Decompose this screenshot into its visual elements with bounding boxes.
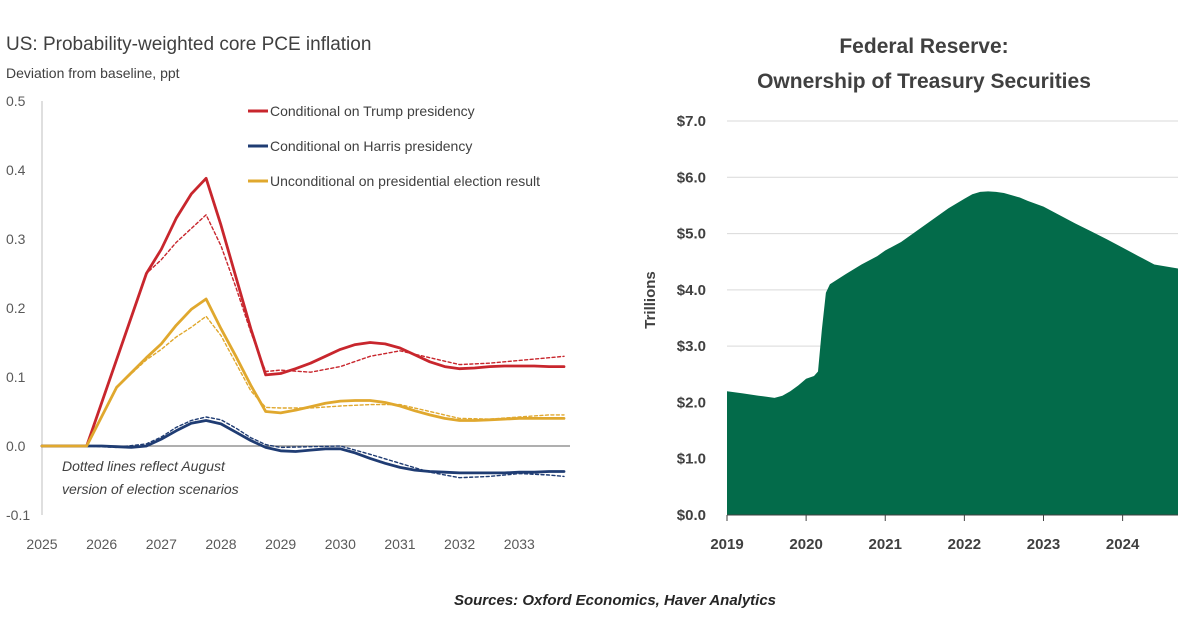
series-line-1 [41,214,565,447]
left-y-tick-label: 0.2 [6,300,26,316]
right-y-tick-label: $6.0 [677,169,706,186]
right-x-axis: 2019 2020 2021 2022 2023 2024 [710,514,1178,553]
right-y-tick-label: $3.0 [677,338,706,355]
legend-label-harris: Conditional on Harris presidency [270,138,472,154]
left-x-tick-label: 2033 [504,536,535,552]
right-x-tick-label: 2020 [789,536,822,553]
left-series-group [40,176,566,479]
right-y-tick-label: $1.0 [677,451,706,468]
right-y-tick-label: $7.0 [677,113,706,130]
series-line-5 [41,315,565,447]
right-y-axis: $7.0 $6.0 $5.0 $4.0 $3.0 $2.0 $1.0 $0.0 [677,113,706,524]
series-line-0 [40,176,566,448]
left-y-tick-label: 0.4 [6,162,26,178]
legend-label-trump: Conditional on Trump presidency [270,103,475,119]
series-line-3 [41,416,565,479]
right-x-tick-label: 2023 [1027,536,1060,553]
left-y-tick-label: 0.3 [6,231,26,247]
right-y-tick-label: $4.0 [677,282,706,299]
right-chart-title-line2: Ownership of Treasury Securities [757,70,1091,93]
right-y-tick-label: $2.0 [677,394,706,411]
left-chart-subtitle: Deviation from baseline, ppt [6,65,180,81]
left-y-tick-label: 0.5 [6,93,26,109]
left-x-tick-label: 2031 [384,536,415,552]
left-y-tick-label: 0.0 [6,438,26,454]
fed-treasury-chart: Federal Reserve: Ownership of Treasury S… [642,35,1178,553]
source-note: Sources: Oxford Economics, Haver Analyti… [454,592,776,609]
series-line-4 [40,297,566,448]
right-y-tick-label: $0.0 [677,507,706,524]
left-y-tick-label: 0.1 [6,369,26,385]
treasury-holdings-area [727,191,1178,515]
right-y-axis-label: Trillions [642,271,659,329]
left-y-tick-label: -0.1 [6,507,30,523]
left-x-tick-label: 2028 [205,536,236,552]
annotation-line-1: Dotted lines reflect August [62,458,226,474]
left-x-axis: 2025 2026 2027 2028 2029 2030 2031 2032 2033 [26,536,535,552]
pce-inflation-chart: US: Probability-weighted core PCE inflat… [6,34,570,552]
left-legend: Conditional on Trump presidency Conditio… [248,103,540,189]
series-line-2 [40,419,566,475]
annotation-line-2: version of election scenarios [62,481,239,497]
right-x-tick-label: 2024 [1106,536,1140,553]
right-chart-title: Federal Reserve: [839,35,1008,58]
left-y-axis: 0.5 0.4 0.3 0.2 0.1 0.0 -0.1 [6,93,30,523]
left-x-tick-label: 2025 [26,536,57,552]
left-x-tick-label: 2029 [265,536,296,552]
left-x-tick-label: 2027 [146,536,177,552]
left-x-tick-label: 2032 [444,536,475,552]
left-chart-title: US: Probability-weighted core PCE inflat… [6,34,371,55]
left-x-tick-label: 2030 [325,536,356,552]
left-x-tick-label: 2026 [86,536,117,552]
right-y-tick-label: $5.0 [677,226,706,243]
right-x-tick-label: 2019 [710,536,743,553]
right-x-tick-label: 2022 [948,536,981,553]
legend-label-unconditional: Unconditional on presidential election r… [270,173,540,189]
right-x-tick-label: 2021 [869,536,902,553]
